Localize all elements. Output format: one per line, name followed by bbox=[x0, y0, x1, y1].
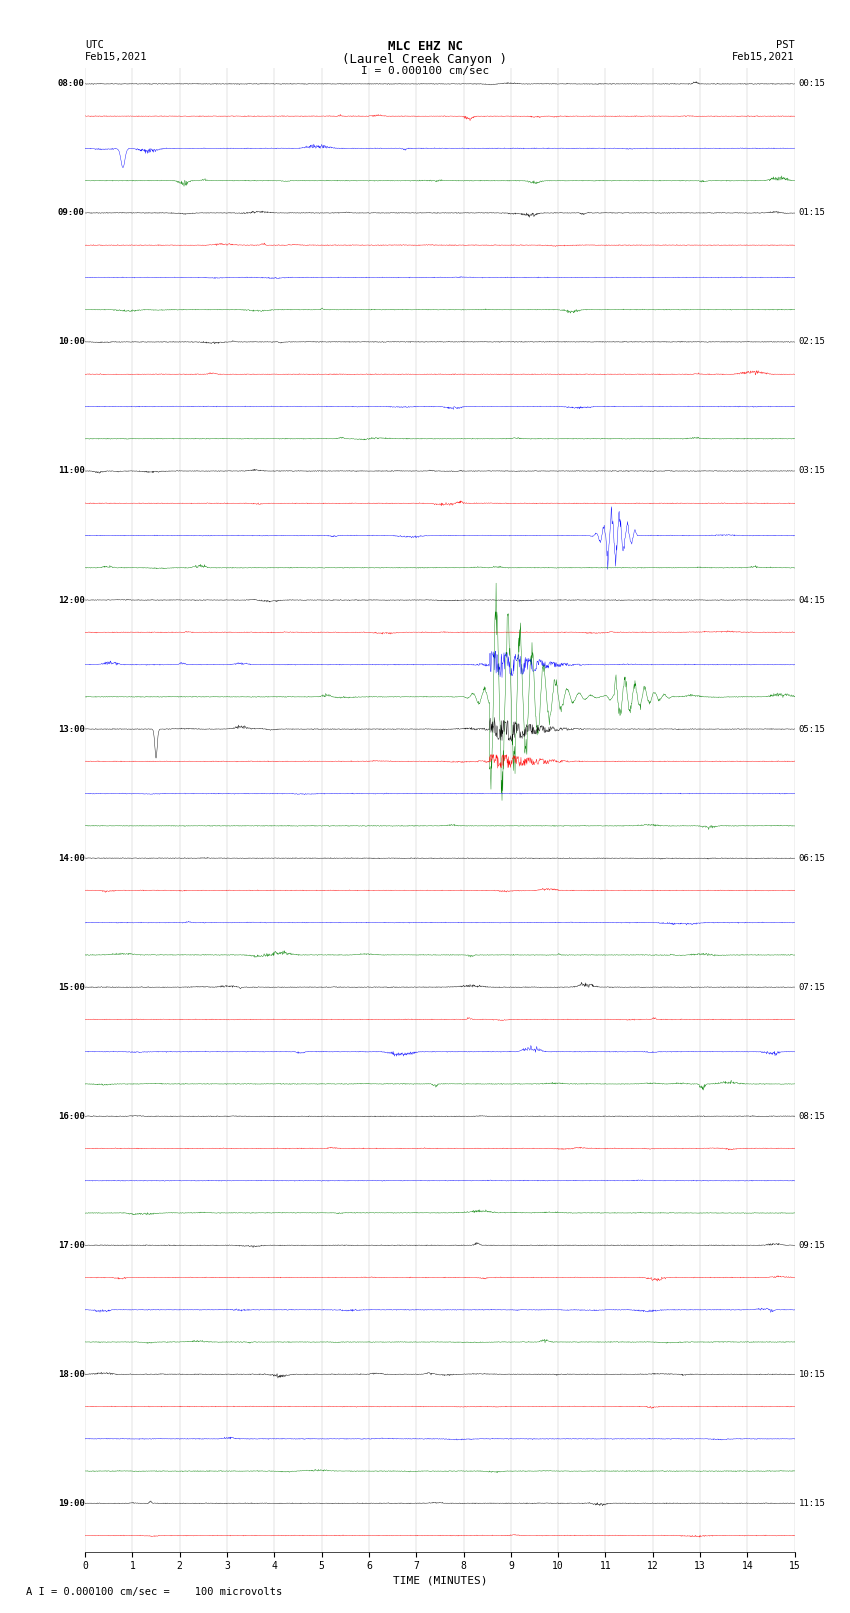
Text: 07:15: 07:15 bbox=[798, 982, 825, 992]
Text: 06:15: 06:15 bbox=[798, 853, 825, 863]
Text: 02:15: 02:15 bbox=[798, 337, 825, 347]
Text: I = 0.000100 cm/sec: I = 0.000100 cm/sec bbox=[361, 66, 489, 76]
Text: (Laurel Creek Canyon ): (Laurel Creek Canyon ) bbox=[343, 53, 507, 66]
Text: 17:00: 17:00 bbox=[58, 1240, 84, 1250]
Text: 19:00: 19:00 bbox=[58, 1498, 84, 1508]
Text: 11:15: 11:15 bbox=[798, 1498, 825, 1508]
Text: 10:15: 10:15 bbox=[798, 1369, 825, 1379]
Text: 12:00: 12:00 bbox=[58, 595, 84, 605]
X-axis label: TIME (MINUTES): TIME (MINUTES) bbox=[393, 1576, 487, 1586]
Text: PST: PST bbox=[776, 40, 795, 50]
Text: 15:00: 15:00 bbox=[58, 982, 84, 992]
Text: 18:00: 18:00 bbox=[58, 1369, 84, 1379]
Text: 01:15: 01:15 bbox=[798, 208, 825, 218]
Text: 10:00: 10:00 bbox=[58, 337, 84, 347]
Text: MLC EHZ NC: MLC EHZ NC bbox=[388, 40, 462, 53]
Text: 14:00: 14:00 bbox=[58, 853, 84, 863]
Text: 04:15: 04:15 bbox=[798, 595, 825, 605]
Text: A I = 0.000100 cm/sec =    100 microvolts: A I = 0.000100 cm/sec = 100 microvolts bbox=[26, 1587, 281, 1597]
Text: 13:00: 13:00 bbox=[58, 724, 84, 734]
Text: 05:15: 05:15 bbox=[798, 724, 825, 734]
Text: 08:15: 08:15 bbox=[798, 1111, 825, 1121]
Text: 09:15: 09:15 bbox=[798, 1240, 825, 1250]
Text: UTC: UTC bbox=[85, 40, 104, 50]
Text: Feb15,2021: Feb15,2021 bbox=[732, 52, 795, 61]
Text: 09:00: 09:00 bbox=[58, 208, 84, 218]
Text: Feb15,2021: Feb15,2021 bbox=[85, 52, 148, 61]
Text: 00:15: 00:15 bbox=[798, 79, 825, 89]
Text: 03:15: 03:15 bbox=[798, 466, 825, 476]
Text: 11:00: 11:00 bbox=[58, 466, 84, 476]
Text: 08:00: 08:00 bbox=[58, 79, 84, 89]
Text: 16:00: 16:00 bbox=[58, 1111, 84, 1121]
